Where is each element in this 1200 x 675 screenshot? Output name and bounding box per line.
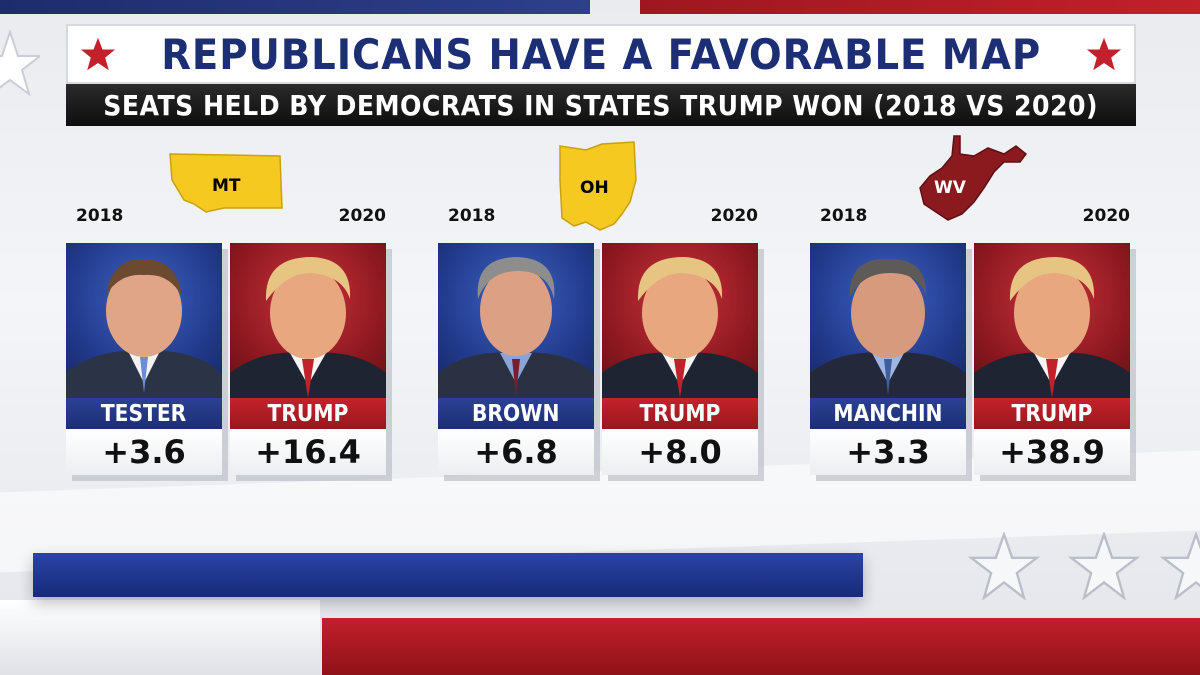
margin-value: +3.6 bbox=[66, 429, 222, 475]
title-banner: REPUBLICANS HAVE A FAVORABLE MAP bbox=[66, 24, 1136, 84]
montana-map-icon bbox=[169, 153, 283, 213]
background-star-icon bbox=[1068, 532, 1140, 600]
top-red-bar bbox=[640, 0, 1200, 14]
candidate-card-tester: TESTER +3.6 bbox=[66, 243, 222, 475]
top-blue-bar bbox=[0, 0, 590, 14]
background-star-icon bbox=[968, 532, 1040, 600]
bottom-red-bar bbox=[322, 618, 1200, 675]
year-label-right: 2020 bbox=[338, 206, 386, 226]
candidate-name: TRUMP bbox=[267, 400, 349, 427]
state-group-mt: MT 2018 2020 TESTER +3.6 TRUMP bbox=[66, 140, 386, 490]
candidate-name: MANCHIN bbox=[833, 400, 943, 427]
west-virginia-map-icon bbox=[919, 135, 1028, 221]
margin-value: +38.9 bbox=[974, 429, 1130, 475]
year-label-right: 2020 bbox=[1082, 206, 1130, 226]
year-label-left: 2018 bbox=[820, 206, 868, 226]
state-group-wv: WV 2018 2020 MANCHIN +3.3 TRUMP bbox=[810, 135, 1130, 490]
bottom-blue-bar bbox=[33, 553, 863, 597]
state-group-oh: OH 2018 2020 BROWN +6.8 TRUMP + bbox=[438, 140, 758, 490]
subtitle: SEATS HELD BY DEMOCRATS IN STATES TRUMP … bbox=[103, 88, 1099, 122]
margin-value: +16.4 bbox=[230, 429, 386, 475]
candidate-name-bar: TESTER bbox=[66, 398, 222, 429]
candidate-name-bar: TRUMP bbox=[974, 398, 1130, 429]
margin-value: +8.0 bbox=[602, 429, 758, 475]
candidate-photo bbox=[974, 243, 1130, 398]
background-star-icon bbox=[1160, 532, 1200, 600]
year-label-left: 2018 bbox=[448, 206, 496, 226]
year-label-right: 2020 bbox=[710, 206, 758, 226]
state-label: WV bbox=[934, 178, 966, 198]
candidate-card-manchin: MANCHIN +3.3 bbox=[810, 243, 966, 475]
candidate-photo bbox=[438, 243, 594, 398]
candidate-name: TRUMP bbox=[1011, 400, 1093, 427]
candidate-card-trump: TRUMP +16.4 bbox=[230, 243, 386, 475]
candidate-card-trump: TRUMP +8.0 bbox=[602, 243, 758, 475]
candidate-photo bbox=[230, 243, 386, 398]
subtitle-banner: SEATS HELD BY DEMOCRATS IN STATES TRUMP … bbox=[66, 84, 1136, 126]
state-label: OH bbox=[580, 178, 609, 198]
candidate-card-brown: BROWN +6.8 bbox=[438, 243, 594, 475]
candidate-name: TESTER bbox=[101, 400, 187, 427]
candidate-name-bar: MANCHIN bbox=[810, 398, 966, 429]
background-star-icon bbox=[0, 30, 40, 97]
candidate-name-bar: BROWN bbox=[438, 398, 594, 429]
year-label-left: 2018 bbox=[76, 206, 124, 226]
page-title: REPUBLICANS HAVE A FAVORABLE MAP bbox=[161, 29, 1041, 79]
candidate-card-trump: TRUMP +38.9 bbox=[974, 243, 1130, 475]
candidate-name: TRUMP bbox=[639, 400, 721, 427]
candidate-name-bar: TRUMP bbox=[602, 398, 758, 429]
ohio-map-icon bbox=[559, 141, 637, 231]
candidate-photo bbox=[810, 243, 966, 398]
red-star-icon bbox=[1086, 37, 1122, 71]
red-star-icon bbox=[80, 37, 116, 71]
bottom-white-block bbox=[0, 600, 320, 675]
margin-value: +6.8 bbox=[438, 429, 594, 475]
candidate-photo bbox=[66, 243, 222, 398]
candidate-name-bar: TRUMP bbox=[230, 398, 386, 429]
margin-value: +3.3 bbox=[810, 429, 966, 475]
candidate-name: BROWN bbox=[472, 400, 560, 427]
candidate-photo bbox=[602, 243, 758, 398]
state-label: MT bbox=[212, 176, 241, 196]
